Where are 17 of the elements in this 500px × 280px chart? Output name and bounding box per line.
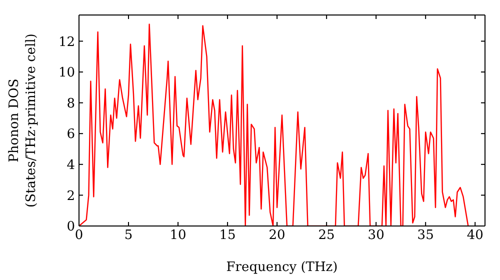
y-tick-label: 12 [58,34,75,50]
x-tick-label: 25 [318,228,335,244]
y-tick-label: 2 [66,188,75,204]
y-axis-title: Phonon DOS (States/THz·primitive cell) [7,33,39,208]
y-tick-label: 4 [66,158,75,174]
x-tick-label: 10 [170,228,186,244]
x-tick-label: 20 [268,228,286,244]
y-tick-label: 8 [66,96,75,112]
x-tick-label: 30 [368,228,384,244]
x-tick-label: 15 [219,228,236,244]
x-axis-title: Frequency (THz) [226,260,338,275]
x-tick-label: 5 [124,228,133,244]
x-tick-label: 35 [417,228,434,244]
x-tick-label: 40 [466,228,484,244]
y-tick-label: 10 [58,66,75,81]
y-tick-label: 6 [66,127,75,142]
line-series [79,24,469,226]
